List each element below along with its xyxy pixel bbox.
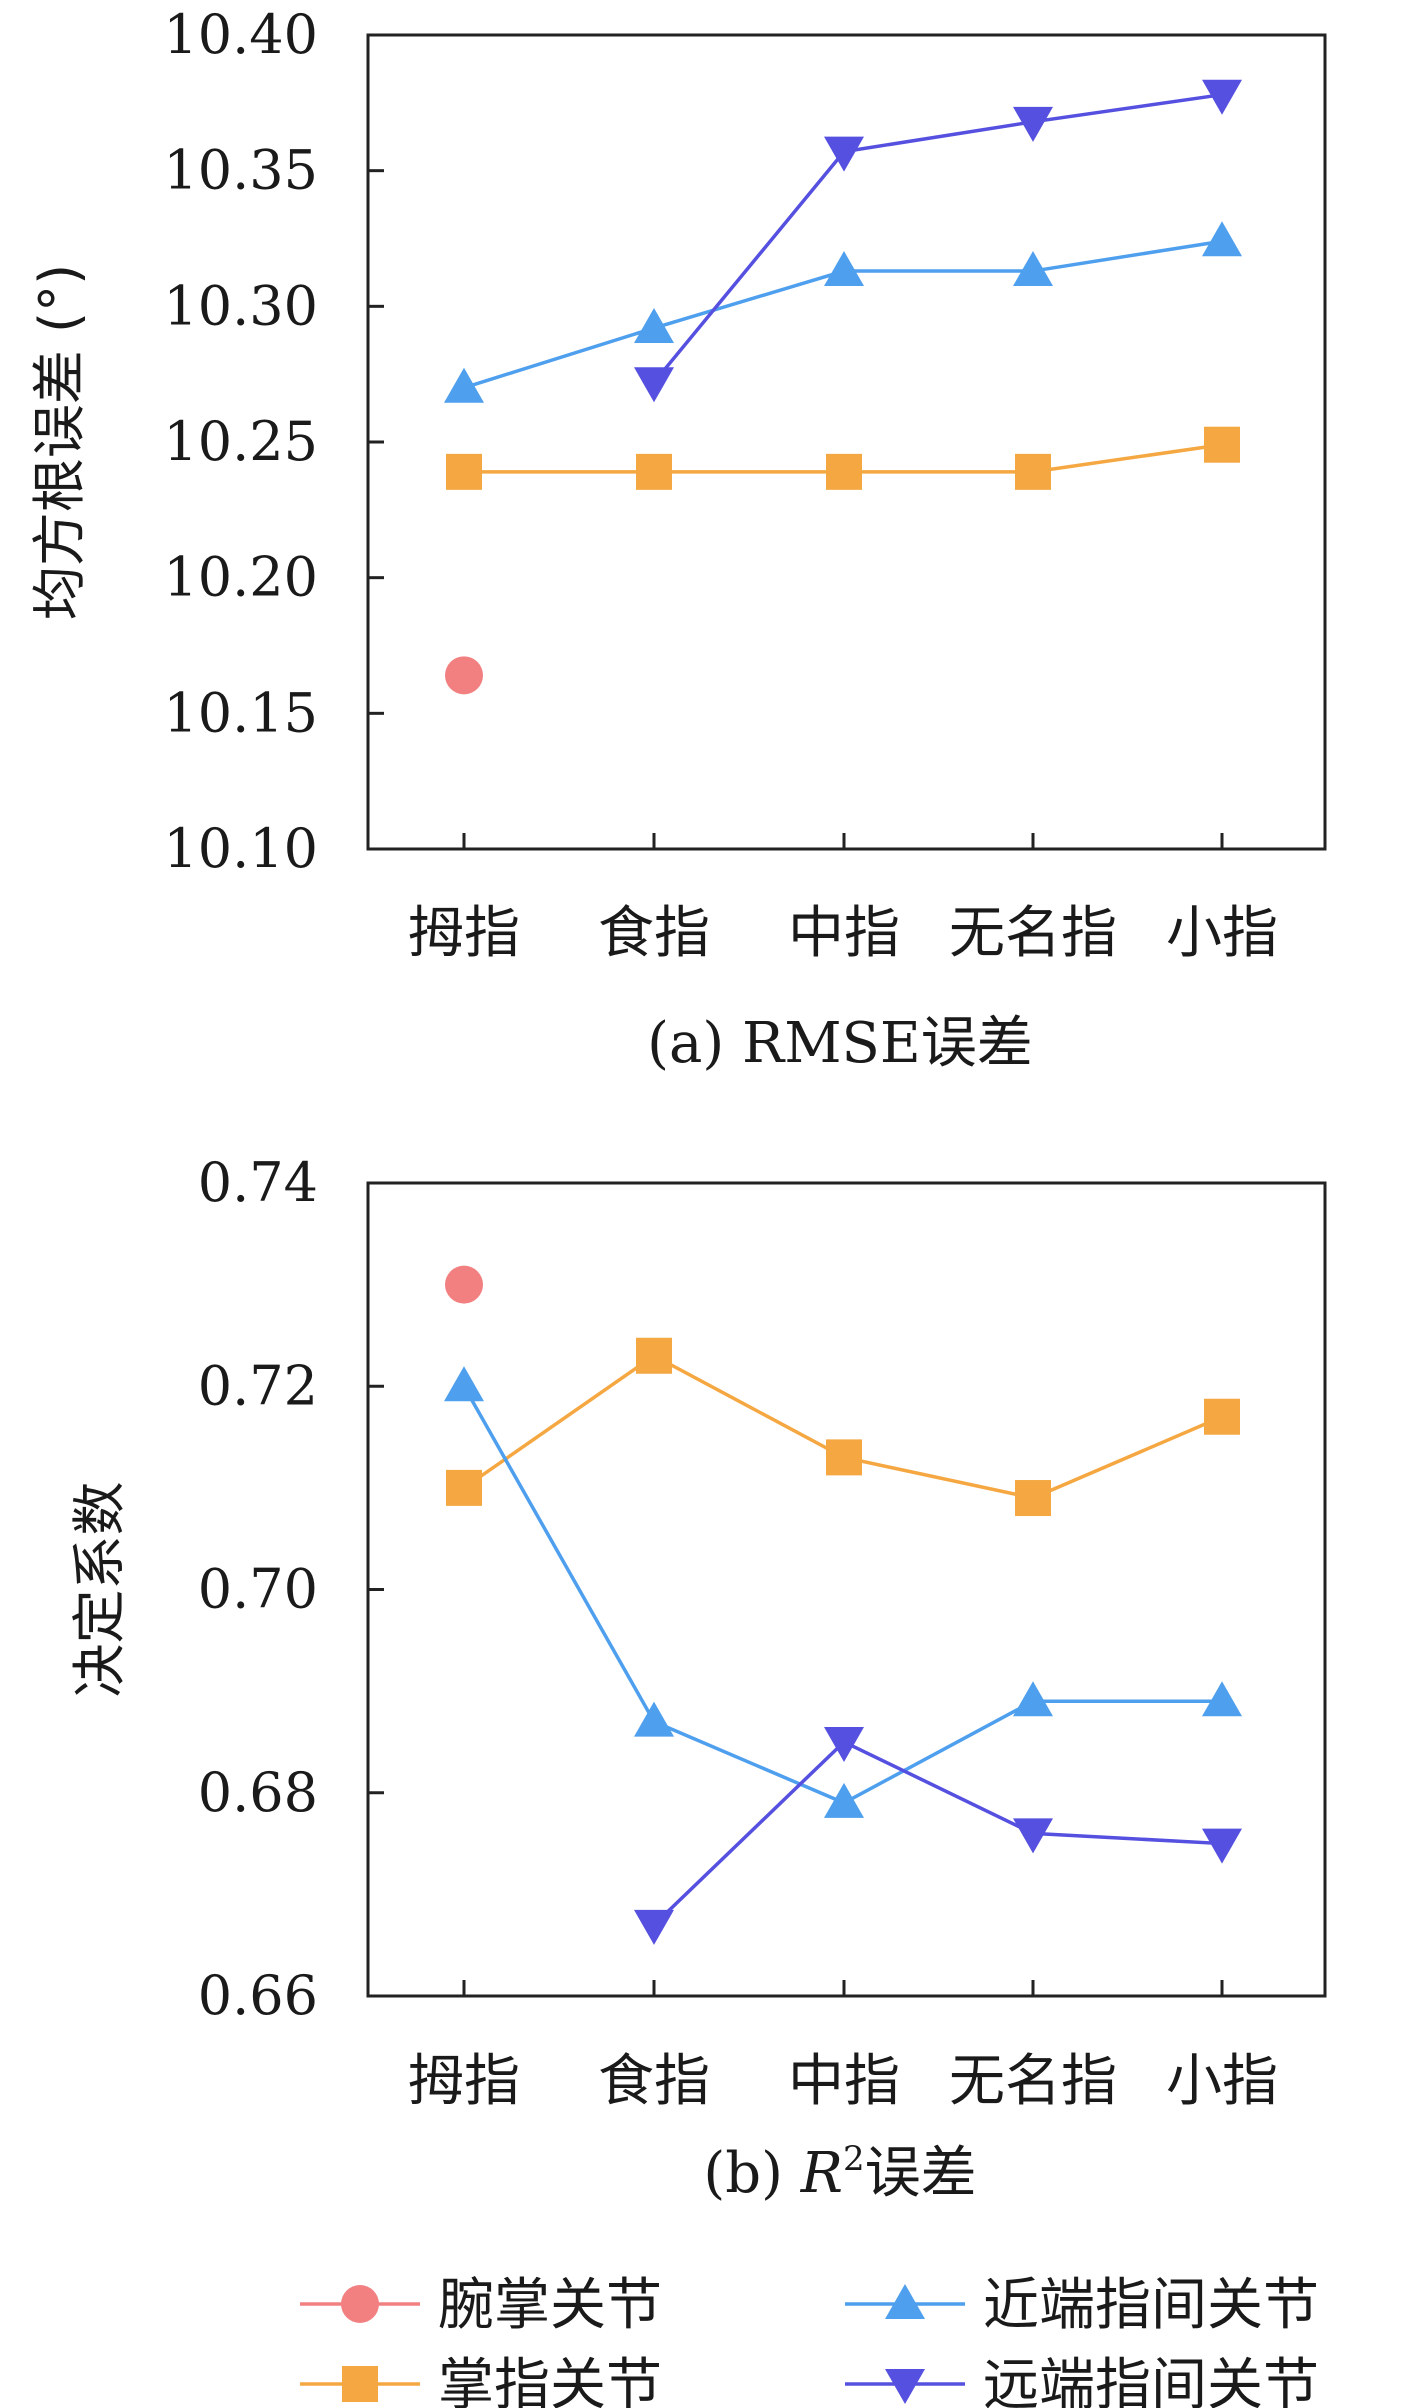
point-wrist <box>445 1265 483 1304</box>
point-mcp <box>636 1337 672 1374</box>
y-tick-label: 0.72 <box>198 1354 318 1417</box>
point-mcp <box>826 1439 862 1476</box>
y-tick-label: 0.66 <box>198 1964 318 2027</box>
legend-label-pip: 近端指间关节 <box>983 2273 1319 2338</box>
legend-label-wrist: 腕掌关节 <box>438 2273 662 2338</box>
point-pip <box>634 308 674 344</box>
caption-r2: (b) R2误差 <box>703 2139 976 2206</box>
x-tick-label: 食指 <box>598 2049 710 2114</box>
point-dip <box>634 367 674 403</box>
y-tick-label: 10.15 <box>163 681 318 744</box>
legend-marker-mcp <box>342 2366 378 2402</box>
point-mcp <box>636 453 672 490</box>
x-tick-label: 中指 <box>788 2049 900 2114</box>
point-pip <box>634 1701 674 1737</box>
y-tick-label: 10.40 <box>163 3 318 66</box>
y-tick-label: 10.25 <box>163 410 318 473</box>
point-pip <box>444 1366 484 1402</box>
plot-frame <box>366 1181 1327 1998</box>
point-mcp <box>446 1469 482 1506</box>
point-mcp <box>1015 1480 1051 1517</box>
y-axis-label: 决定系数 <box>68 1482 131 1698</box>
point-dip <box>1013 1818 1053 1854</box>
point-pip <box>1013 251 1053 287</box>
point-dip <box>824 1726 864 1762</box>
x-tick-label: 中指 <box>788 901 900 966</box>
point-pip <box>444 367 484 403</box>
point-pip <box>1013 1681 1053 1717</box>
legend-marker-dip <box>885 2369 925 2404</box>
x-tick-label: 拇指 <box>408 2049 520 2114</box>
series-line-dip <box>652 92 1223 384</box>
y-axis-label: 均方根误差 (°) <box>28 264 91 620</box>
x-tick-label: 食指 <box>598 901 710 966</box>
point-mcp <box>1204 1398 1240 1435</box>
y-tick-label: 10.20 <box>163 546 318 609</box>
y-tick-label: 0.74 <box>198 1151 318 1214</box>
point-mcp <box>1204 426 1240 463</box>
point-mcp <box>1015 453 1051 490</box>
x-tick-label: 小指 <box>1166 901 1278 966</box>
y-tick-label: 10.10 <box>163 817 318 880</box>
point-dip <box>824 136 864 172</box>
y-tick-label: 0.70 <box>198 1558 318 1621</box>
y-tick-label: 10.35 <box>163 139 318 202</box>
x-tick-label: 无名指 <box>949 901 1117 966</box>
point-dip <box>1013 106 1053 142</box>
point-mcp <box>826 453 862 490</box>
chart-rmse: 10.10 10.15 10.20 10.25 10.30 10.35 10.40 拇指 食指 中… <box>28 3 1327 966</box>
point-dip <box>1202 79 1242 115</box>
legend-marker-pip <box>885 2284 925 2319</box>
legend-marker-wrist <box>341 2285 379 2323</box>
y-tick-label: 10.30 <box>163 274 318 337</box>
x-tick-label: 无名指 <box>949 2049 1117 2114</box>
point-pip <box>824 1782 864 1818</box>
chart-r2: 0.66 0.68 0.70 0.72 0.74 拇指 食指 中指 无名指 小指 决定系数 <box>68 1151 1327 2114</box>
point-mcp <box>446 453 482 490</box>
series-line-dip <box>652 1739 1223 1927</box>
point-wrist <box>445 656 483 695</box>
point-pip <box>1202 1681 1242 1717</box>
x-tick-label: 小指 <box>1166 2049 1278 2114</box>
point-pip <box>1202 221 1242 257</box>
series-line-mcp <box>463 1353 1223 1500</box>
legend-label-dip: 远端指间关节 <box>983 2353 1319 2408</box>
x-tick-label: 拇指 <box>408 901 520 966</box>
point-dip <box>634 1909 674 1945</box>
caption-rmse: (a) RMSE误差 <box>647 1011 1033 1076</box>
y-tick-label: 0.68 <box>198 1761 318 1824</box>
legend-label-mcp: 掌指关节 <box>438 2353 662 2408</box>
point-pip <box>824 251 864 287</box>
point-dip <box>1202 1828 1242 1864</box>
